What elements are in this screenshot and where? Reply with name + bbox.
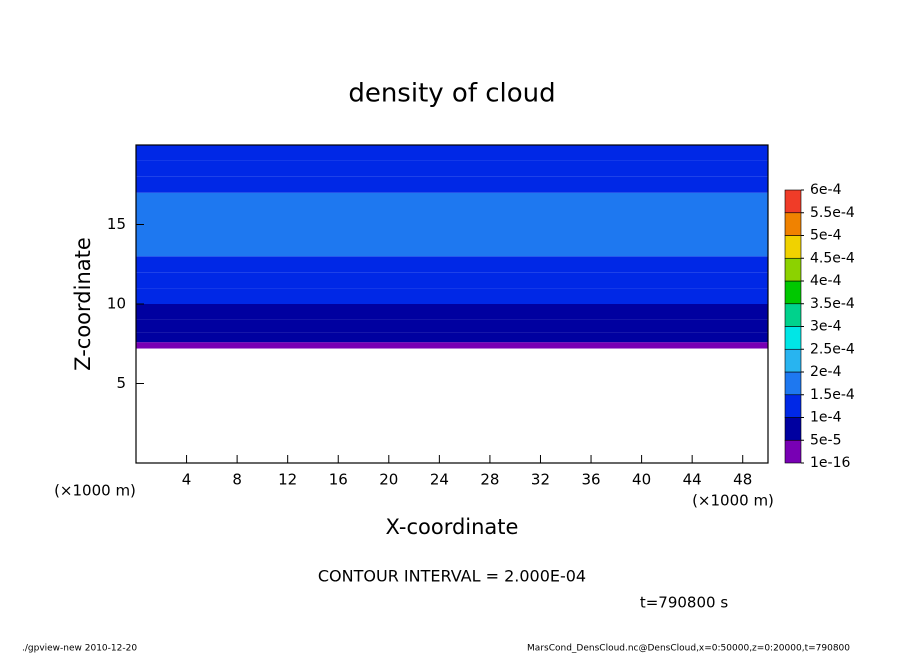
contour-band	[136, 342, 768, 349]
x-tick-label: 8	[232, 471, 242, 489]
x-tick-label: 32	[531, 471, 550, 489]
contour-band	[136, 256, 768, 273]
footer-left: ./gpview-new 2010-12-20	[22, 644, 137, 654]
colorbar-box	[784, 212, 802, 236]
contour-band	[136, 319, 768, 333]
colorbar-label: 3.5e-4	[810, 296, 855, 312]
colorbar-label: 2e-4	[810, 364, 842, 380]
colorbar-label: 3e-4	[810, 319, 842, 335]
contour-band	[136, 176, 768, 193]
contour-band	[136, 272, 768, 289]
colorbar-label: 1e-16	[810, 455, 850, 471]
y-tick-label: 15	[107, 215, 126, 233]
x-tick-label: 20	[379, 471, 398, 489]
colorbar-box	[784, 371, 802, 396]
x-tick-label: 44	[683, 471, 702, 489]
colorbar-box	[784, 280, 802, 305]
colorbar-box	[784, 235, 802, 259]
x-tick-label: 4	[182, 471, 192, 489]
y-tick-label: 10	[107, 295, 126, 313]
colorbar-label: 1.5e-4	[810, 387, 855, 403]
x-tick-label: 16	[329, 471, 348, 489]
contour-band	[136, 304, 768, 320]
chart-title: density of cloud	[348, 79, 555, 109]
time-label: t=790800 s	[640, 594, 728, 612]
x-tick-label: 36	[581, 471, 600, 489]
y-tick-label: 5	[116, 374, 126, 392]
colorbar-box	[784, 189, 802, 214]
x-axis-label: X-coordinate	[386, 515, 519, 539]
colorbar-label: 4.5e-4	[810, 250, 855, 266]
colorbar-label: 5e-4	[810, 228, 842, 244]
contour-band	[136, 160, 768, 177]
colorbar-box	[784, 439, 802, 464]
colorbar-label: 5.5e-4	[810, 205, 855, 221]
contour-band	[136, 192, 768, 257]
x-tick-label: 12	[278, 471, 297, 489]
colorbar-box	[784, 417, 802, 441]
x-tick-label: 40	[632, 471, 651, 489]
colorbar-box	[784, 394, 802, 418]
x-tick-label: 24	[430, 471, 449, 489]
colorbar-label: 2.5e-4	[810, 341, 855, 357]
x-unit: (×1000 m)	[692, 492, 774, 510]
x-tick-label: 28	[480, 471, 499, 489]
contour-interval: CONTOUR INTERVAL = 2.000E-04	[318, 567, 586, 586]
colorbar-box	[784, 257, 802, 282]
colorbar-label: 1e-4	[810, 410, 842, 426]
y-unit: (×1000 m)	[54, 482, 136, 500]
footer-right: MarsCond_DensCloud.nc@DensCloud,x=0:5000…	[527, 644, 850, 654]
colorbar-label: 5e-5	[810, 432, 841, 448]
x-tick-label: 48	[733, 471, 752, 489]
colorbar-box	[784, 348, 802, 373]
y-axis-label: Z-coordinate	[71, 237, 95, 371]
contour-band	[136, 288, 768, 304]
colorbar-label: 6e-4	[810, 182, 842, 198]
contour-band	[136, 145, 768, 161]
colorbar-box	[784, 326, 802, 350]
contour-band	[136, 332, 768, 343]
colorbar-box	[784, 303, 802, 327]
colorbar-label: 4e-4	[810, 273, 842, 289]
